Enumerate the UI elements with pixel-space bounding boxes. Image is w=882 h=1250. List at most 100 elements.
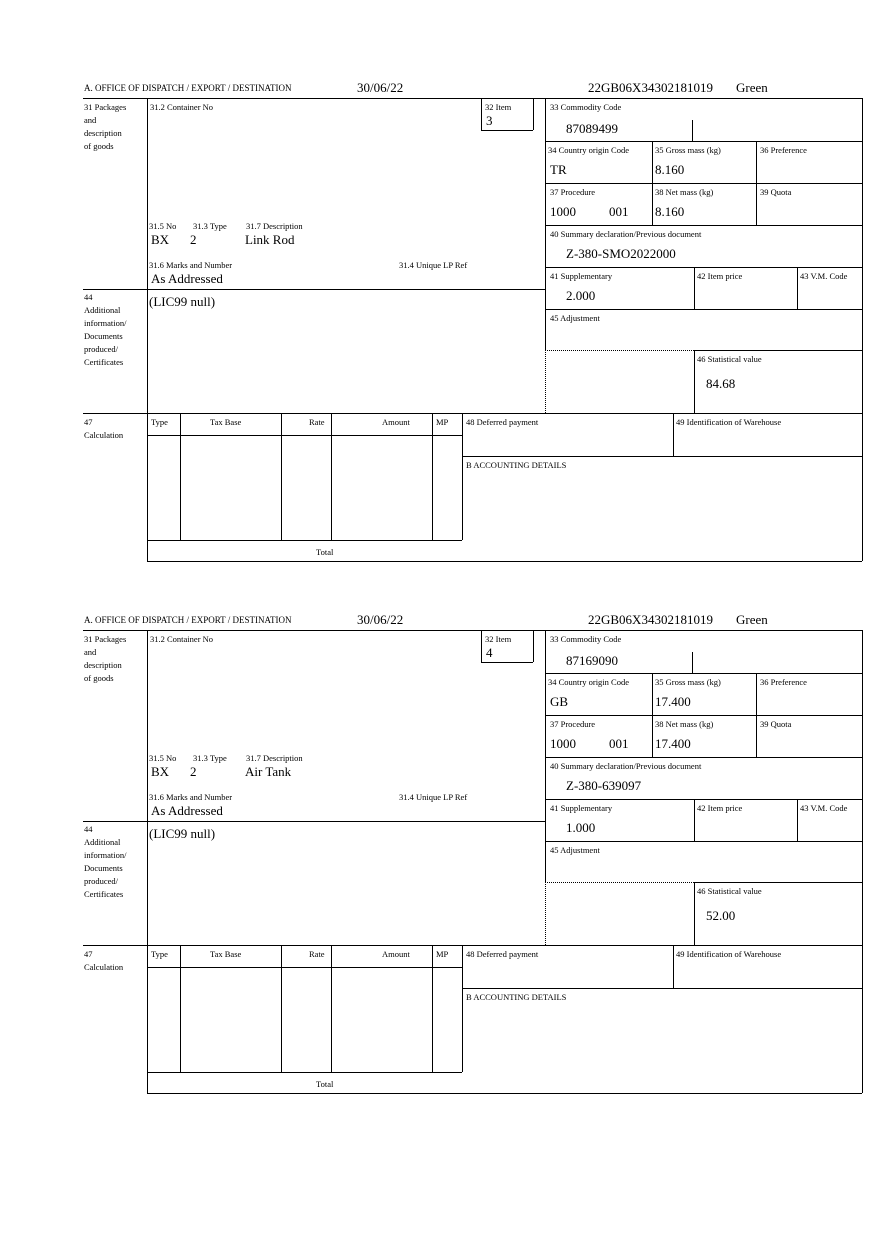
rule	[694, 882, 695, 945]
rule	[545, 350, 546, 413]
declaration-date: 30/06/22	[357, 612, 404, 627]
marks-value: As Addressed	[151, 803, 223, 818]
additional-info-label: Additional	[84, 837, 121, 847]
rule	[462, 413, 463, 540]
rule	[481, 130, 533, 131]
rule	[545, 799, 862, 800]
office-label: A. OFFICE OF DISPATCH / EXPORT / DESTINA…	[84, 615, 292, 625]
rule	[756, 673, 757, 757]
rule	[694, 882, 862, 883]
procedure-code: 1000	[550, 204, 576, 219]
item-price-label: 42 Item price	[697, 271, 743, 281]
unique-ref-label: 31.4 Unique LP Ref	[399, 260, 468, 270]
marks-label: 31.6 Marks and Number	[149, 260, 233, 270]
rule	[797, 267, 798, 309]
office-label: A. OFFICE OF DISPATCH / EXPORT / DESTINA…	[84, 83, 292, 93]
additional-info-label: Certificates	[84, 357, 124, 367]
calculation-label: 47	[84, 417, 93, 427]
goods-description: Air Tank	[245, 764, 292, 779]
rule	[147, 435, 462, 436]
calc-column-header: MP	[436, 417, 449, 427]
accounting-details-label: B ACCOUNTING DETAILS	[466, 460, 567, 470]
procedure-code: 1000	[550, 736, 576, 751]
procedure-label: 37 Procedure	[550, 719, 596, 729]
rule	[533, 98, 534, 130]
additional-info-label: 44	[84, 292, 93, 302]
commodity-code: 87089499	[566, 121, 618, 136]
warehouse-label: 49 Identification of Warehouse	[676, 949, 782, 959]
deferred-payment-label: 48 Deferred payment	[466, 949, 539, 959]
packages-label: and	[84, 647, 97, 657]
declaration-reference: 22GB06X34302181019	[588, 612, 713, 627]
supplementary-label: 41 Supplementary	[550, 803, 613, 813]
rule	[83, 98, 862, 99]
additional-info-label: 44	[84, 824, 93, 834]
country-origin: GB	[550, 694, 569, 709]
vm-code-label: 43 V.M. Code	[800, 803, 848, 813]
supplementary-label: 41 Supplementary	[550, 271, 613, 281]
commodity-label: 33 Commodity Code	[550, 102, 622, 112]
calculation-label: 47	[84, 949, 93, 959]
adjustment-label: 45 Adjustment	[550, 845, 600, 855]
calc-column-header: Type	[151, 417, 168, 427]
rule	[673, 945, 674, 988]
net-mass: 8.160	[655, 204, 685, 219]
rule	[481, 662, 533, 663]
packages-label: description	[84, 128, 122, 138]
gross-mass-label: 35 Gross mass (kg)	[655, 677, 721, 687]
item-label: 32 Item	[485, 634, 512, 644]
statistical-value: 52.00	[706, 908, 736, 923]
rule	[432, 945, 433, 1072]
rule	[432, 413, 433, 540]
supplementary-units: 1.000	[566, 820, 596, 835]
rule	[545, 267, 862, 268]
rule	[462, 945, 463, 1072]
preference-label: 36 Preference	[760, 145, 807, 155]
packages-label: of goods	[84, 141, 114, 151]
statistical-value-label: 46 Statistical value	[697, 354, 762, 364]
summary-label: 40 Summary declaration/Previous document	[550, 761, 702, 771]
calc-column-header: Type	[151, 949, 168, 959]
package-kind: BX	[151, 764, 170, 779]
additional-info-label: produced/	[84, 876, 118, 886]
rule	[83, 945, 862, 946]
rule	[694, 350, 862, 351]
procedure-additional: 001	[609, 204, 629, 219]
description-label: 31.7 Description	[246, 753, 303, 763]
rule	[652, 673, 653, 757]
declaration-item-form: A. OFFICE OF DISPATCH / EXPORT / DESTINA…	[0, 612, 882, 1094]
type-label: 31.3 Type	[193, 221, 227, 231]
declaration-item-form: A. OFFICE OF DISPATCH / EXPORT / DESTINA…	[0, 80, 882, 562]
rule	[545, 141, 862, 142]
additional-info-label: information/	[84, 850, 127, 860]
packages-label: of goods	[84, 673, 114, 683]
additional-info-label: information/	[84, 318, 127, 328]
rule	[545, 350, 694, 351]
rule	[281, 413, 282, 540]
rule	[545, 225, 862, 226]
rule	[692, 120, 693, 141]
container-label: 31.2 Container No	[150, 102, 214, 112]
calc-column-header: Tax Base	[210, 417, 242, 427]
rule	[533, 630, 534, 662]
accounting-details-label: B ACCOUNTING DETAILS	[466, 992, 567, 1002]
rule	[673, 413, 674, 456]
rule	[481, 630, 482, 662]
procedure-additional: 001	[609, 736, 629, 751]
rule	[147, 1072, 462, 1073]
item-price-label: 42 Item price	[697, 803, 743, 813]
gross-mass: 17.400	[655, 694, 691, 709]
rule	[694, 799, 695, 841]
summary-label: 40 Summary declaration/Previous document	[550, 229, 702, 239]
packages-label: description	[84, 660, 122, 670]
additional-info-label: Documents	[84, 331, 123, 341]
rule	[281, 945, 282, 1072]
declaration-reference: 22GB06X34302181019	[588, 80, 713, 95]
rule	[694, 267, 695, 309]
calc-column-header: Rate	[309, 417, 325, 427]
rule	[692, 652, 693, 673]
gross-mass-label: 35 Gross mass (kg)	[655, 145, 721, 155]
adjustment-label: 45 Adjustment	[550, 313, 600, 323]
description-label: 31.7 Description	[246, 221, 303, 231]
no-label: 31.5 No	[149, 221, 177, 231]
